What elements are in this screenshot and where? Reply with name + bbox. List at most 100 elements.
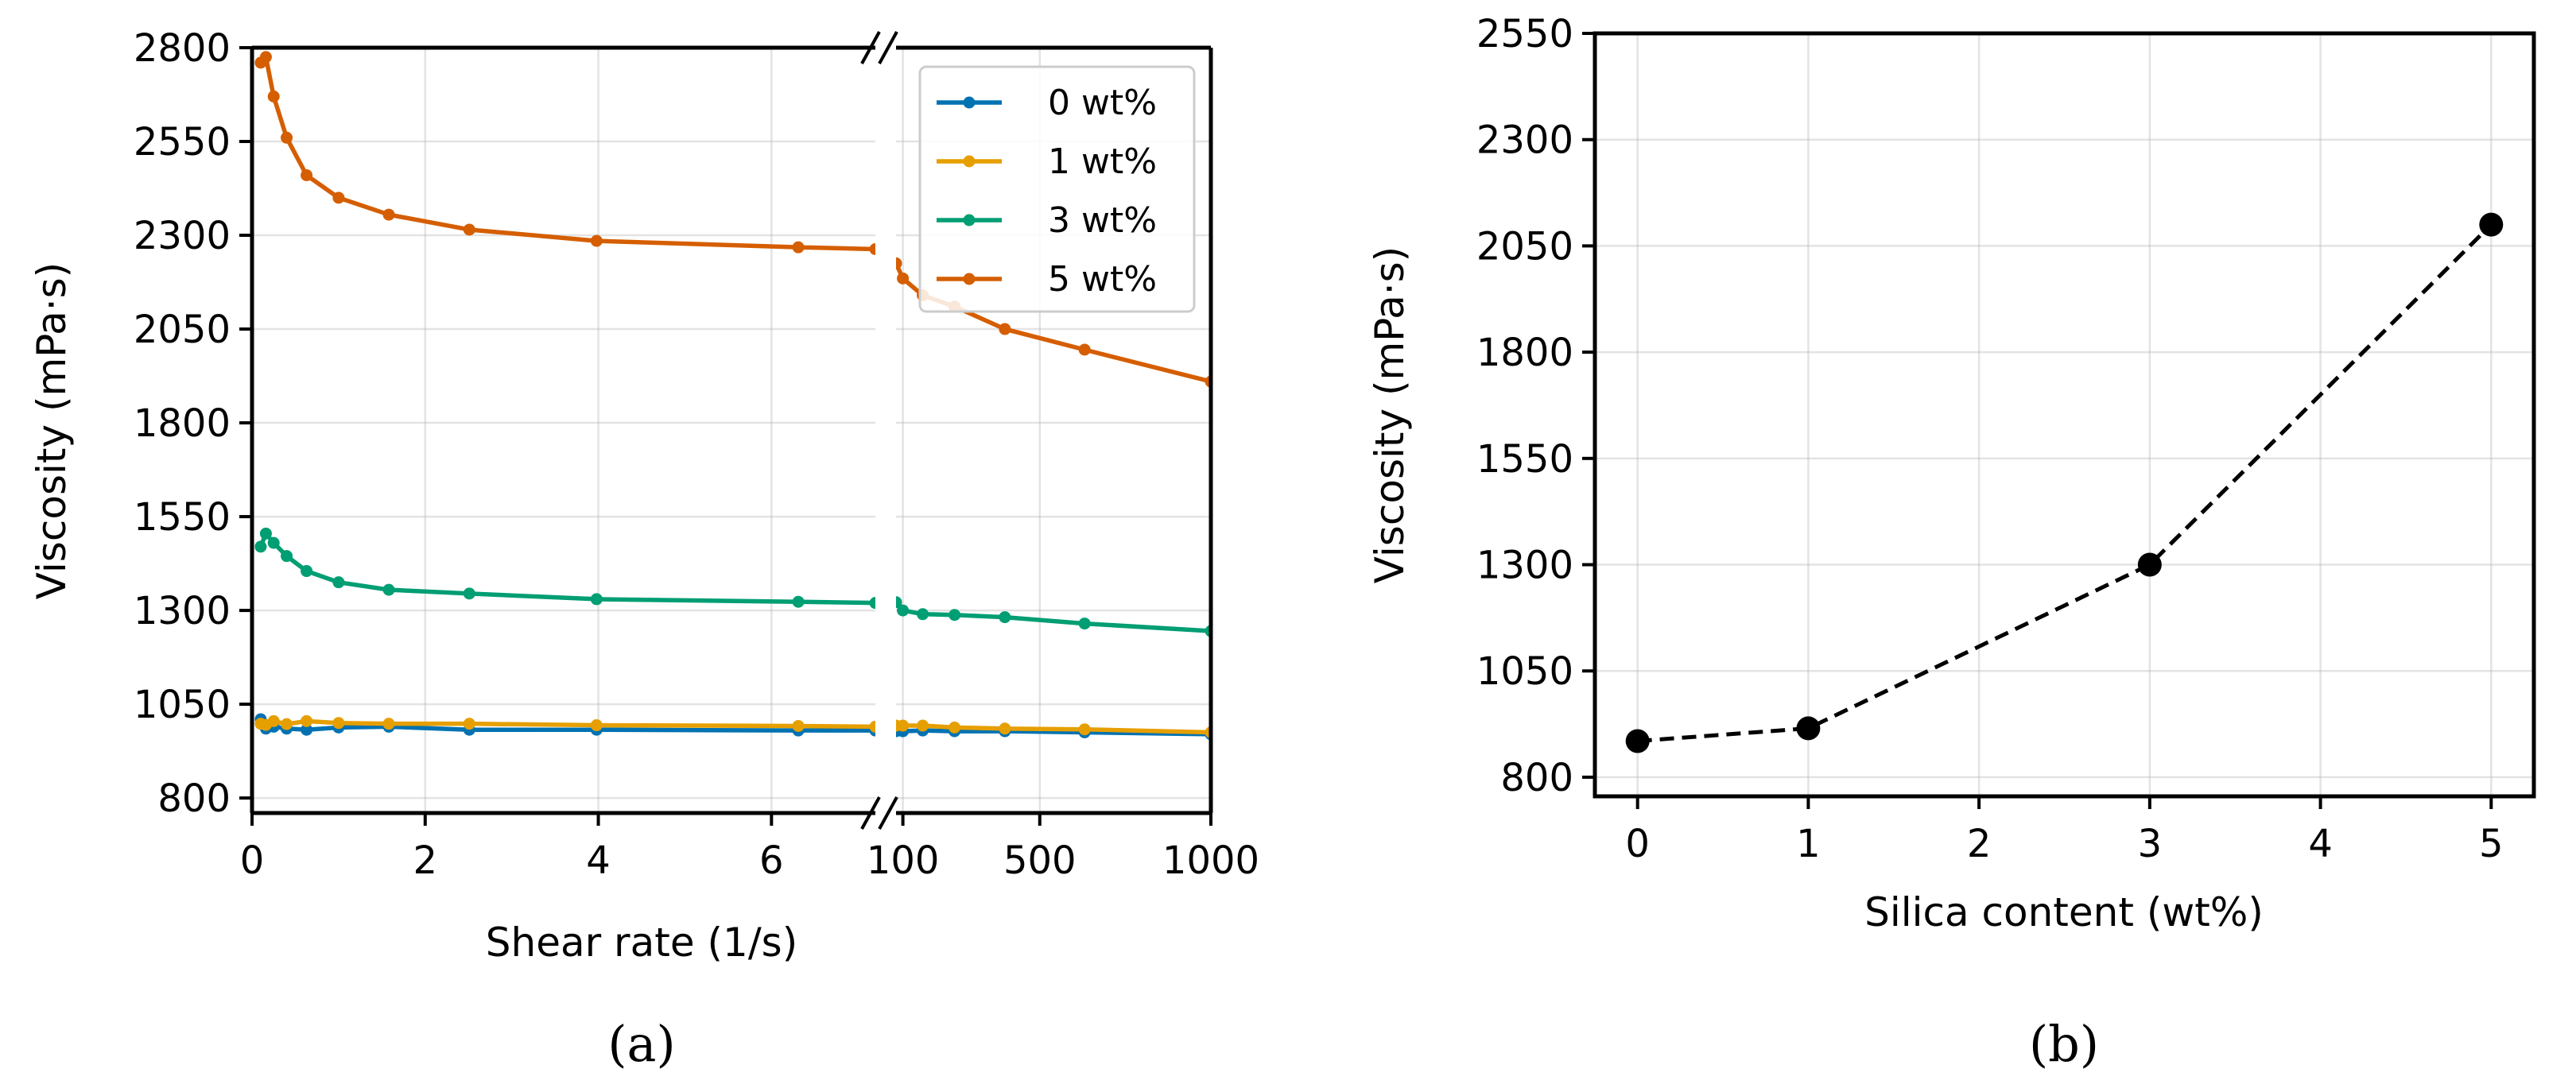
y-tick-label: 1300 xyxy=(134,589,231,633)
silica-series xyxy=(1625,212,2504,753)
y-tick-label: 2550 xyxy=(1476,12,1573,56)
data-point xyxy=(259,527,272,540)
legend-marker xyxy=(963,214,976,227)
data-point xyxy=(332,192,345,204)
legend-marker xyxy=(963,96,976,109)
data-point xyxy=(1078,343,1091,356)
x-tick-label: 500 xyxy=(1003,838,1077,883)
data-point xyxy=(1796,716,1821,741)
y-tick-label: 1550 xyxy=(1476,437,1573,482)
panel-b-ylabel: Viscosity (mPa·s) xyxy=(1367,246,1413,583)
y-tick-label: 800 xyxy=(157,776,231,821)
data-point xyxy=(590,234,603,247)
legend-marker xyxy=(963,273,976,285)
data-point xyxy=(1078,618,1091,630)
data-point xyxy=(869,720,875,733)
data-point xyxy=(2137,552,2162,577)
data-point xyxy=(332,576,345,589)
data-point xyxy=(999,323,1011,335)
panel-b-ticks: 800 1050 1300 1550 1800 2050 2300 2550 0 1 2 3 4 5 xyxy=(1476,12,2504,866)
data-point xyxy=(463,718,475,730)
panel-b-frame xyxy=(1593,31,2536,799)
dashed-line xyxy=(1637,223,2493,743)
legend: 0 wt% 1 wt% 3 wt% 5 wt% xyxy=(918,65,1196,313)
panel-b-label: (b) xyxy=(2029,1015,2099,1073)
x-tick-label: 6 xyxy=(759,838,784,883)
x-tick-label: 100 xyxy=(867,838,940,883)
y-tick-label: 800 xyxy=(1500,756,1573,800)
panel-a-label: (a) xyxy=(607,1015,675,1073)
data-point xyxy=(382,718,395,730)
x-tick-label: 1000 xyxy=(1162,838,1259,883)
x-tick-label: 4 xyxy=(2308,822,2333,866)
series-line xyxy=(258,55,875,252)
panel-a-ylabel: Viscosity (mPa·s) xyxy=(29,262,75,599)
panel-a-ticks: 800 1050 1300 1550 1800 2050 2300 2550 2800 0 2 4 6 1… xyxy=(134,26,1259,883)
data-point xyxy=(590,593,603,606)
data-point xyxy=(897,604,910,617)
x-tick-label: 2 xyxy=(1967,822,1992,866)
data-point xyxy=(590,719,603,732)
y-tick-label: 1550 xyxy=(134,495,231,540)
series-line xyxy=(258,531,875,606)
y-tick-label: 1300 xyxy=(1476,544,1573,588)
legend-label: 0 wt% xyxy=(1048,83,1157,123)
series-3wt-right xyxy=(896,596,1211,637)
axis-break-marks xyxy=(860,31,898,830)
legend-label: 5 wt% xyxy=(1048,259,1157,300)
data-point xyxy=(281,718,293,730)
data-point xyxy=(917,719,929,732)
data-point xyxy=(301,565,313,578)
data-point xyxy=(301,169,313,181)
data-point xyxy=(792,719,805,732)
y-tick-label: 1050 xyxy=(1476,649,1573,694)
data-point xyxy=(999,611,1011,624)
data-point xyxy=(896,257,902,269)
x-tick-label: 0 xyxy=(1625,822,1650,866)
y-tick-label: 2050 xyxy=(1476,224,1573,269)
data-point xyxy=(869,597,875,610)
series-1wt-left xyxy=(254,714,875,733)
data-point xyxy=(281,550,293,563)
data-point xyxy=(281,131,293,144)
y-tick-label: 2550 xyxy=(134,120,231,165)
x-tick-label: 1 xyxy=(1796,822,1821,866)
y-tick-label: 2300 xyxy=(1476,118,1573,163)
data-point xyxy=(259,51,272,64)
legend-label: 1 wt% xyxy=(1048,141,1157,182)
data-point xyxy=(999,722,1011,735)
x-tick-label: 3 xyxy=(2138,822,2163,866)
data-point xyxy=(949,609,961,621)
data-point xyxy=(382,208,395,221)
series-3wt-left xyxy=(254,527,875,610)
data-point xyxy=(917,608,929,621)
data-point xyxy=(463,223,475,236)
data-point xyxy=(267,90,280,103)
data-point xyxy=(792,595,805,608)
data-point xyxy=(332,717,345,730)
x-tick-label: 2 xyxy=(413,838,438,883)
panel-b-series xyxy=(1625,212,2504,753)
data-point xyxy=(382,583,395,596)
data-point xyxy=(267,714,280,727)
x-tick-label: 5 xyxy=(2479,822,2504,866)
panel-b: 800 1050 1300 1550 1800 2050 2300 2550 0 1 2 3 4 5 Vi… xyxy=(1367,12,2536,1073)
data-point xyxy=(897,719,910,732)
data-point xyxy=(1625,729,1650,753)
x-tick-label: 4 xyxy=(586,838,611,883)
data-point xyxy=(1078,723,1091,736)
data-point xyxy=(897,272,910,285)
series-1wt-right xyxy=(896,719,1211,739)
legend-marker xyxy=(963,155,976,168)
panel-b-xlabel: Silica content (wt%) xyxy=(1864,889,2264,935)
y-tick-label: 2050 xyxy=(134,308,231,352)
legend-box xyxy=(918,65,1196,313)
legend-label: 3 wt% xyxy=(1048,200,1157,241)
y-tick-label: 1800 xyxy=(134,401,231,446)
data-point xyxy=(2479,212,2504,237)
panel-b-gridlines xyxy=(1595,32,2534,796)
y-tick-label: 2300 xyxy=(134,214,231,258)
data-point xyxy=(792,241,805,254)
data-point xyxy=(254,540,267,553)
